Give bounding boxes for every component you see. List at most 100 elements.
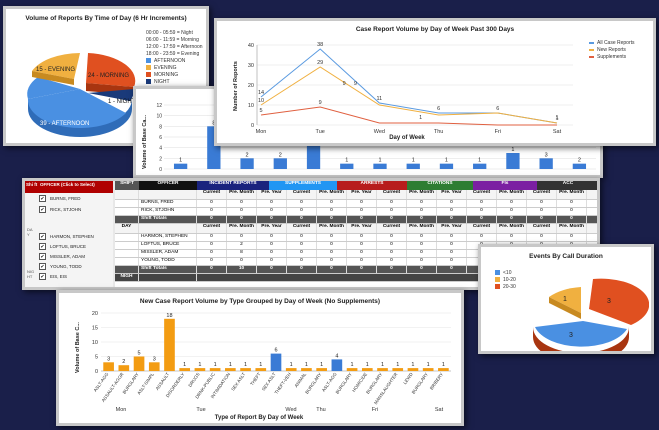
- grid-cell: 0: [197, 266, 227, 273]
- bar: [240, 368, 251, 371]
- officer-list-item[interactable]: ✔ LOFTUS, BRUCE: [25, 241, 113, 251]
- grid-cell: 0: [527, 200, 557, 207]
- bar: [473, 163, 487, 169]
- point-label: 38: [317, 42, 323, 48]
- officer-list-item[interactable]: ✔ RICK, STJOHN: [25, 203, 113, 215]
- grid-cell: 0: [197, 242, 227, 249]
- grid-cell: 0: [557, 208, 587, 215]
- col-citations: CITATIONS: [407, 181, 473, 190]
- bar: [240, 158, 254, 169]
- grid-cell: 0: [347, 250, 377, 257]
- group-label: Thu: [316, 407, 325, 413]
- legend-item: 20-30: [495, 283, 516, 290]
- pie-slice-afternoon: [27, 89, 127, 128]
- grid-cell: 0: [227, 234, 257, 241]
- grid-cell: 0: [527, 234, 557, 241]
- checkmark-icon[interactable]: ✔: [39, 242, 46, 250]
- group-label: Mon: [116, 407, 127, 413]
- checkmark-icon[interactable]: ✔: [39, 194, 46, 202]
- type-by-day-ylabel: Volume of Base C...: [75, 322, 81, 373]
- grid-cell: Pre. Month: [407, 224, 437, 233]
- grid-cell: Current: [467, 190, 497, 199]
- bar-label: 3: [545, 152, 548, 158]
- grid-cell: 0: [527, 216, 557, 223]
- legend-item: NIGHT: [146, 78, 185, 85]
- grid-cell: BURNS, FRED: [139, 200, 197, 207]
- bar-label: 1: [378, 158, 381, 164]
- bar: [506, 153, 520, 169]
- grid-cell: [115, 258, 139, 265]
- officer-list-item[interactable]: ✔ EIS, EIS: [25, 271, 113, 281]
- col-arrests: ARRESTS: [337, 181, 407, 190]
- checkmark-icon[interactable]: ✔: [39, 272, 46, 280]
- grid-cell: 0: [257, 250, 287, 257]
- grid-cell: Pre. Year: [437, 190, 467, 199]
- y-tick: 40: [248, 43, 254, 49]
- category-label: ASSAULT: [155, 372, 171, 392]
- pie-depth: [533, 327, 629, 351]
- grid-cell: [115, 242, 139, 249]
- bar: [164, 318, 175, 371]
- y-tick: 20: [248, 83, 254, 89]
- grid-cell: 0: [467, 234, 497, 241]
- night-row: NIGH: [115, 274, 597, 282]
- shift-grid: SHIFT OFFICER INCIDENT REPORTS SUPPLEMEN…: [115, 181, 597, 287]
- bar: [255, 368, 267, 371]
- checkmark-icon[interactable]: ✔: [39, 252, 46, 260]
- y-tick: 5: [95, 355, 98, 361]
- time-of-day-title: Volume of Reports By Time of Day (6 Hr I…: [25, 15, 187, 22]
- y-tick: 0: [95, 369, 98, 375]
- grid-cell: 0: [257, 208, 287, 215]
- bar-label: 1: [411, 362, 414, 368]
- y-tick: 8: [159, 124, 162, 130]
- grid-cell: 0: [437, 258, 467, 265]
- col-fis: FIs: [473, 181, 537, 190]
- checkmark-icon[interactable]: ✔: [39, 205, 46, 213]
- y-tick: 10: [248, 103, 254, 109]
- shift-totals-row: Shift Totals 0 0 0 0 0 0 0 0 0 0 0 0 0: [115, 216, 597, 224]
- day-of-week-ylabel: Number of Reports: [233, 61, 239, 111]
- grid-cell: Shift Totals: [139, 216, 197, 223]
- point-label: 1: [419, 115, 422, 121]
- grid-cell: 0: [407, 234, 437, 241]
- point-label: 9: [343, 81, 346, 87]
- officer-list-item[interactable]: ✔ YOUNG, TODD: [25, 261, 113, 271]
- day-of-week-panel: Case Report Volume by Day of Week Past 3…: [214, 18, 656, 146]
- grid-cell: Pre. Year: [347, 190, 377, 199]
- grid-cell: 0: [527, 208, 557, 215]
- grid-cell: 0: [227, 258, 257, 265]
- bar: [407, 368, 419, 371]
- officer-col-header[interactable]: OFFICER (Click to Select): [40, 182, 95, 187]
- shift-grid-header: SHIFT OFFICER INCIDENT REPORTS SUPPLEMEN…: [115, 181, 597, 190]
- officer-list-item[interactable]: ✔ BURNS, FRED: [25, 193, 113, 203]
- time-of-day-notes: 00:00 - 05:59 = Night 06:00 - 11:59 = Mo…: [146, 29, 203, 57]
- col-officer: OFFICER: [139, 181, 197, 190]
- point-label: 11: [377, 96, 383, 102]
- grid-cell: 0: [287, 208, 317, 215]
- checkmark-icon[interactable]: ✔: [39, 232, 46, 240]
- table-row: BURNS, FRED 0 0 0 0 0 0 0 0 0 0 0 0 0: [115, 200, 597, 208]
- checkmark-icon[interactable]: ✔: [39, 262, 46, 270]
- grid-cell: 0: [497, 208, 527, 215]
- bar-label: 1: [445, 158, 448, 164]
- grid-cell: NIGH: [115, 274, 139, 281]
- category-label: BURGLARY: [411, 372, 429, 395]
- pie-slice-night: [88, 89, 135, 101]
- bar-label: 1: [229, 362, 232, 368]
- pie-depth: [28, 99, 132, 137]
- bar-label: 1: [478, 158, 481, 164]
- bar: [179, 368, 191, 371]
- officer-list-item[interactable]: ✔ HARMON, STEPHEN: [25, 231, 113, 241]
- grid-cell: 0: [227, 208, 257, 215]
- slice-label: 39 - AFTERNOON: [40, 121, 89, 127]
- officer-list-item[interactable]: ✔ MISSLER, ADAM: [25, 251, 113, 261]
- grid-cell: Pre. Month: [227, 224, 257, 233]
- officer-select-list: Shi ft OFFICER (Click to Select) ✔ BURNS,…: [25, 181, 113, 287]
- grid-cell: 0: [377, 258, 407, 265]
- grid-cell: 0: [557, 216, 587, 223]
- officer-name: YOUNG, TODD: [50, 263, 82, 269]
- grid-cell: 0: [287, 234, 317, 241]
- bar: [406, 163, 420, 169]
- x-tick: Sat: [553, 129, 562, 135]
- legend-item: MORNING: [146, 71, 185, 78]
